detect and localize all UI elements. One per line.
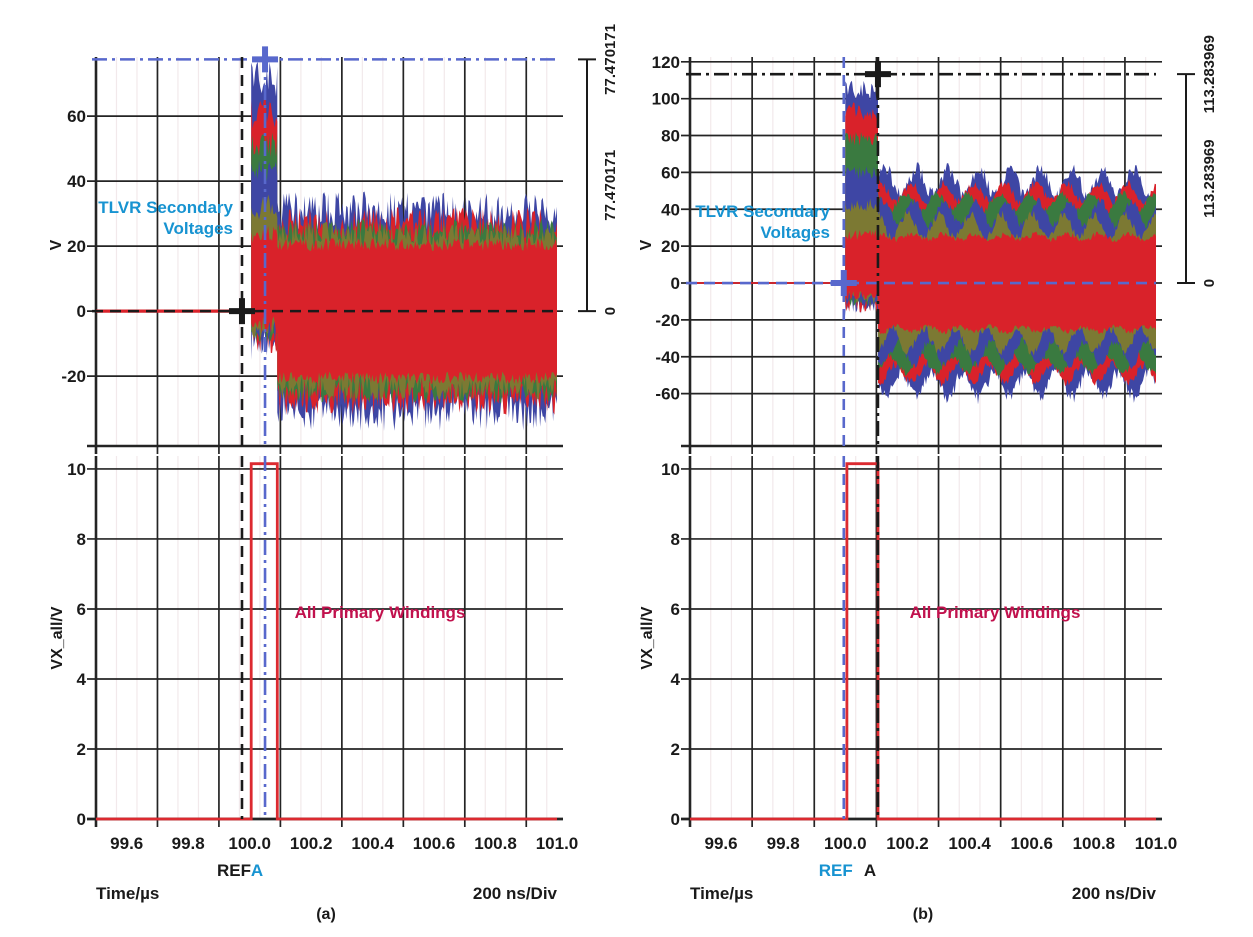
annotation-secondary-voltages-a: TLVR Secondary Voltages [73,197,233,239]
svg-text:40: 40 [67,172,86,191]
grid-b_bot: 0 2 4 6 8 10 99.6 99.8 100.0 100.2 100.4 100.6 100.8… [661,456,1177,853]
y-axis-label-b-top: V [638,239,655,251]
y-axis-label-a-top: V [48,239,65,251]
svg-text:2: 2 [77,740,86,759]
svg-text:0: 0 [671,810,680,829]
svg-text:100.0: 100.0 [824,834,867,853]
svg-text:80: 80 [661,127,680,146]
annotation-secondary-line1: TLVR Secondary [695,202,830,221]
cursor-cross-1 [252,46,279,73]
y-axis-label-a-bottom: VX_all/V [49,606,66,670]
annotation-primary-windings-b: All Primary Windings [909,603,1081,622]
x-axis-label-a: Time/µs [96,884,160,903]
panel-caption-a: (a) [316,906,336,923]
svg-text:60: 60 [661,163,680,182]
timebase-label-b: 200 ns/Div [1071,884,1156,903]
svg-text:100.2: 100.2 [290,834,333,853]
grid-a_bot: 0 2 4 6 8 10 99.6 99.8 100.0 100.2 100.4 100.6 100.8… [67,456,578,853]
cursor-label-A: A [864,861,876,880]
panel-caption-b: (b) [912,906,934,923]
svg-text:8: 8 [77,530,86,549]
bracket-label-zero: 0 [602,307,619,315]
measurement-bracket-b_top: 113.283969 113.283969 0 [1177,35,1218,287]
bracket-label-mid: 113.283969 [1201,139,1218,217]
svg-text:101.0: 101.0 [1135,834,1178,853]
svg-text:8: 8 [671,530,680,549]
svg-text:20: 20 [661,237,680,256]
x-axis-label-b: Time/µs [690,884,754,903]
svg-text:99.8: 99.8 [767,834,800,853]
svg-text:100: 100 [652,90,680,109]
cursor-label-A: A [251,861,263,880]
trace-all-primary-windings [96,462,557,821]
plot-a_top: -20 0 20 40 60 77.470171 77.470171 0 [61,24,619,454]
plot-a_bot: 0 2 4 6 8 10 99.6 99.8 100.0 100.2 100.4 100.6 100.8… [67,456,578,880]
svg-text:100.8: 100.8 [1073,834,1116,853]
svg-text:4: 4 [671,670,681,689]
waveform-bands-b_top [690,80,1156,405]
annotation-secondary-line1: TLVR Secondary [98,198,233,217]
svg-text:100.6: 100.6 [1010,834,1053,853]
svg-text:-60: -60 [655,385,680,404]
waveform-bands-a_top [96,61,557,432]
svg-text:2: 2 [671,740,680,759]
svg-text:40: 40 [661,200,680,219]
svg-text:99.6: 99.6 [705,834,738,853]
timebase-label-a: 200 ns/Div [472,884,557,903]
svg-text:120: 120 [652,53,680,72]
svg-text:99.6: 99.6 [110,834,143,853]
svg-text:0: 0 [77,810,86,829]
svg-text:6: 6 [77,600,86,619]
trace-all-primary-windings [690,462,1156,821]
svg-text:100.6: 100.6 [413,834,456,853]
svg-text:100.4: 100.4 [948,834,991,853]
band-layer-red-5 [96,226,557,385]
annotation-primary-windings-a: All Primary Windings [294,603,466,622]
svg-text:-40: -40 [655,348,680,367]
cursor-label-REF: REF [217,861,251,880]
measurement-bracket-a_top: 77.470171 77.470171 0 [578,24,619,315]
svg-text:101.0: 101.0 [536,834,579,853]
svg-text:0: 0 [77,302,86,321]
cursor-cross-0 [830,270,857,297]
svg-text:20: 20 [67,237,86,256]
cursor-cross-1 [864,61,891,88]
svg-text:100.2: 100.2 [886,834,929,853]
bracket-label-top: 77.470171 [602,24,619,95]
cursor-label-REF: REF [819,861,853,880]
svg-text:-20: -20 [655,311,680,330]
svg-text:100.0: 100.0 [228,834,271,853]
svg-text:100.8: 100.8 [474,834,517,853]
svg-text:-20: -20 [61,367,86,386]
y-axis-label-b-bottom: VX_all/V [639,606,656,670]
svg-text:60: 60 [67,107,86,126]
svg-text:4: 4 [77,670,87,689]
plot-b_bot: 0 2 4 6 8 10 99.6 99.8 100.0 100.2 100.4 100.6 100.8… [661,456,1177,880]
annotation-secondary-voltages-b: TLVR Secondary Voltages [670,201,830,243]
svg-text:10: 10 [661,460,680,479]
svg-text:0: 0 [671,274,680,293]
annotation-secondary-line2: Voltages [760,223,830,242]
bracket-label-zero: 0 [1201,279,1218,287]
svg-text:6: 6 [671,600,680,619]
annotation-secondary-line2: Voltages [163,219,233,238]
cursor-cross-0 [228,298,255,325]
svg-text:100.4: 100.4 [351,834,394,853]
svg-text:99.8: 99.8 [172,834,205,853]
svg-text:10: 10 [67,460,86,479]
bracket-label-mid: 77.470171 [602,150,619,221]
bracket-label-top: 113.283969 [1201,35,1218,113]
